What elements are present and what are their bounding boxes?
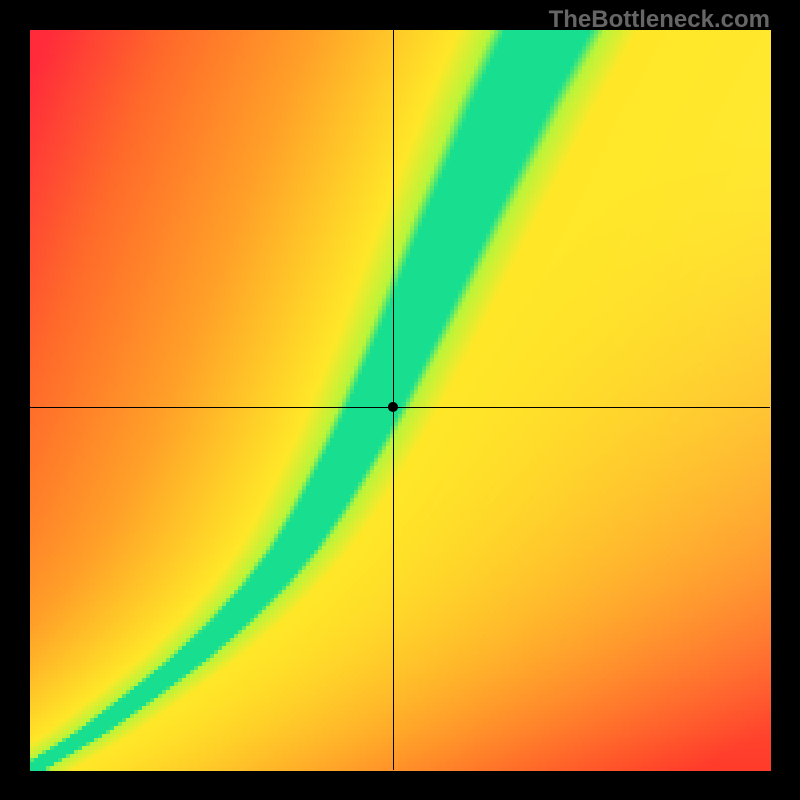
root-container: TheBottleneck.com: [0, 0, 800, 800]
watermark-text: TheBottleneck.com: [549, 6, 770, 34]
heatmap-canvas: [0, 0, 800, 800]
